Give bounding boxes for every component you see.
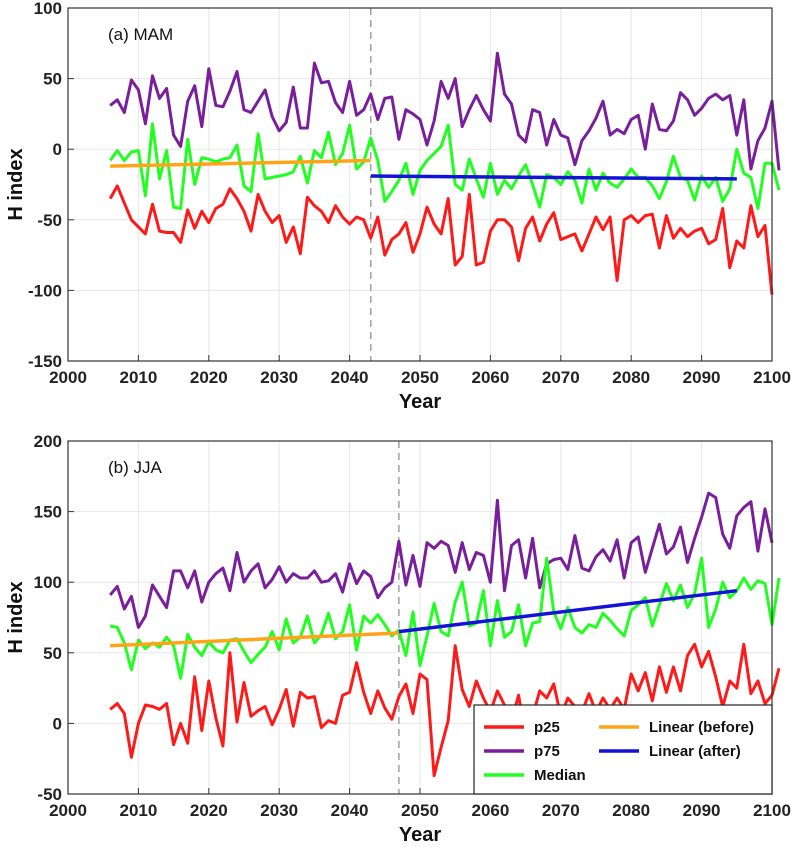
y-tick-label-mam: -50 <box>37 211 62 230</box>
legend: p25 p75 Median Linear (before) Linear (a… <box>473 704 773 795</box>
x-tick-label-jja: 2090 <box>683 801 721 820</box>
y-tick-label-jja: 100 <box>34 573 62 592</box>
x-axis-label-mam: Year <box>399 391 441 413</box>
x-tick-label-mam: 2010 <box>119 368 157 387</box>
y-tick-label-mam: 0 <box>53 140 62 159</box>
y-tick-labels-jja: -50 0 50 100 150 200 <box>34 432 62 804</box>
x-tick-label-mam: 2020 <box>190 368 228 387</box>
x-tick-label-mam: 2090 <box>683 368 721 387</box>
x-tick-label-mam: 2040 <box>331 368 369 387</box>
y-tick-label-mam: 50 <box>43 70 62 89</box>
legend-label-p25: p25 <box>534 719 560 736</box>
y-axis-label-mam: H index <box>5 148 27 220</box>
x-tick-label-jja: 2050 <box>401 801 439 820</box>
x-tick-label-mam: 2070 <box>542 368 580 387</box>
x-tick-label-mam: 2050 <box>401 368 439 387</box>
axes-frame-mam <box>67 7 773 362</box>
legend-label-linear-after: Linear (after) <box>649 743 741 760</box>
y-tick-label-jja: -50 <box>37 785 62 804</box>
y-tick-label-mam: -150 <box>28 352 62 371</box>
series-line-p75-mam <box>109 51 781 171</box>
x-tick-label-mam: 2060 <box>471 368 509 387</box>
axes-frame-jja <box>67 440 773 795</box>
x-tick-label-jja: 2060 <box>471 801 509 820</box>
x-tick-label-jja: 2010 <box>119 801 157 820</box>
panel-jja: 2000 2010 2020 2030 2040 2050 2060 2070 2080 2090… <box>5 432 791 846</box>
series-line-p25-jja <box>109 642 781 778</box>
legend-label-linear-before: Linear (before) <box>649 719 754 736</box>
y-tick-label-jja: 150 <box>34 503 62 522</box>
panel-title-jja: (b) JJA <box>108 458 163 477</box>
x-tick-label-jja: 2040 <box>331 801 369 820</box>
x-tick-label-jja: 2100 <box>753 801 791 820</box>
y-tick-label-mam: 100 <box>34 0 62 18</box>
x-tick-label-jja: 2070 <box>542 801 580 820</box>
x-tick-label-jja: 2000 <box>49 801 87 820</box>
y-tick-label-jja: 200 <box>34 432 62 451</box>
y-tick-label-jja: 50 <box>43 644 62 663</box>
x-tick-labels-jja: 2000 2010 2020 2030 2040 2050 2060 2070 2080 2090… <box>49 801 791 820</box>
x-tick-label-mam: 2100 <box>753 368 791 387</box>
x-tick-label-mam: 2000 <box>49 368 87 387</box>
x-tick-label-mam: 2080 <box>612 368 650 387</box>
series-line-p25-mam <box>108 184 774 295</box>
x-tick-label-mam: 2030 <box>260 368 298 387</box>
series-group-jja <box>109 491 781 778</box>
y-tick-labels-mam: -150 -100 -50 0 50 100 <box>28 0 62 371</box>
y-axis-label-jja: H index <box>5 581 27 653</box>
series-line-linear-after-mam <box>370 174 737 181</box>
series-line-linear-after-jja <box>398 588 738 634</box>
series-line-p75-jja <box>109 491 774 629</box>
series-line-median-jja <box>109 556 781 680</box>
x-tick-label-jja: 2030 <box>260 801 298 820</box>
y-tick-label-mam: -100 <box>28 281 62 300</box>
x-tick-label-jja: 2080 <box>612 801 650 820</box>
series-group-mam <box>108 51 781 295</box>
x-tick-labels-mam: 2000 2010 2020 2030 2040 2050 2060 2070 2080 2090… <box>49 368 791 387</box>
y-tick-label-jja: 0 <box>53 714 62 733</box>
x-axis-label-jja: Year <box>399 824 441 846</box>
x-tick-label-jja: 2020 <box>190 801 228 820</box>
panel-title-mam: (a) MAM <box>108 25 173 44</box>
series-line-linear-before-jja <box>110 631 399 648</box>
legend-label-p75: p75 <box>534 743 560 760</box>
series-line-linear-before-mam <box>110 158 371 168</box>
panel-mam: 2000 2010 2020 2030 2040 2050 2060 2070 2080 2090… <box>5 0 791 413</box>
legend-label-median: Median <box>534 767 586 784</box>
